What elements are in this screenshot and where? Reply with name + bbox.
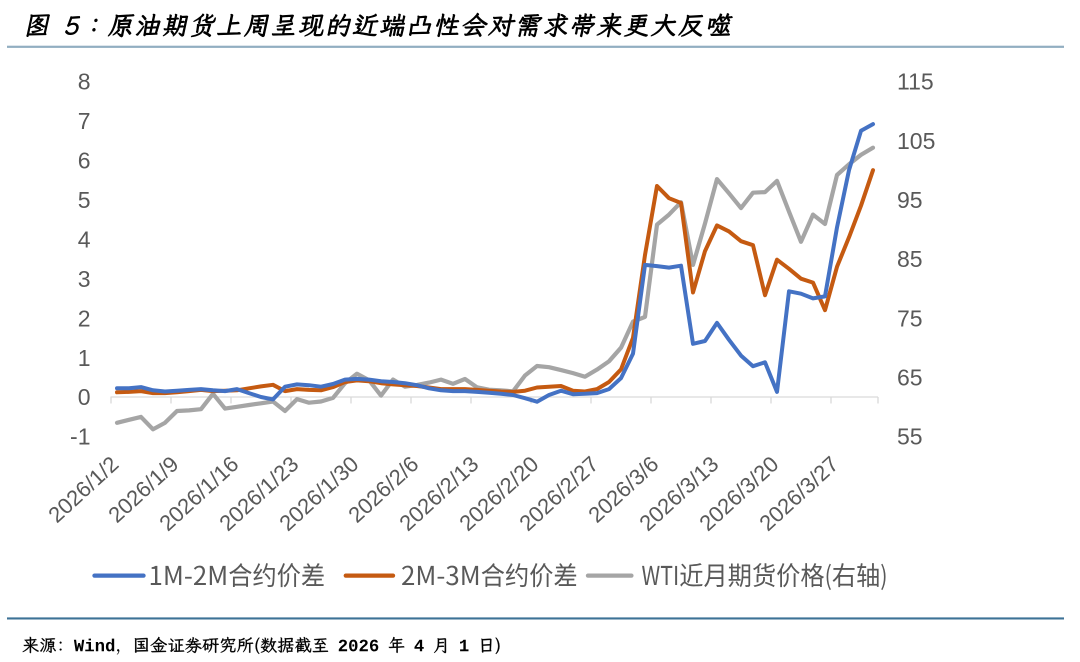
svg-text:105: 105 [897,128,935,154]
svg-text:55: 55 [897,424,923,450]
svg-text:2: 2 [78,305,91,331]
svg-text:6: 6 [78,148,91,174]
svg-text:1: 1 [78,345,91,371]
svg-text:8: 8 [78,69,91,95]
svg-text:7: 7 [78,108,91,134]
svg-text:3: 3 [78,266,91,292]
svg-text:4: 4 [78,226,91,252]
svg-text:-1: -1 [70,424,90,450]
svg-text:5: 5 [78,187,91,213]
svg-text:85: 85 [897,246,923,272]
svg-text:115: 115 [897,69,934,95]
svg-text:75: 75 [897,305,923,331]
svg-text:95: 95 [897,187,923,213]
svg-text:0: 0 [78,384,91,410]
svg-text:65: 65 [897,364,923,390]
